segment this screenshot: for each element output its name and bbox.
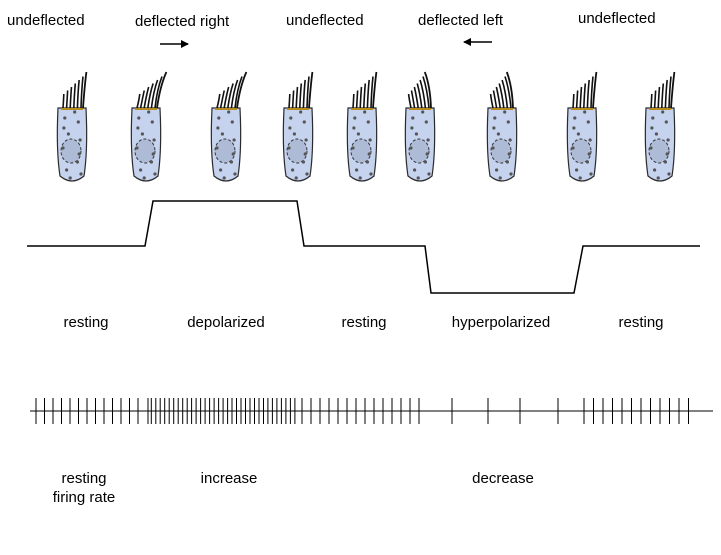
stimulus-label-deflected-left: deflected left <box>418 12 504 29</box>
hair-cell <box>56 71 88 182</box>
stereocilia-bundle <box>216 71 248 109</box>
hair-cell <box>566 71 598 182</box>
stimulus-label-undeflected-1: undeflected <box>7 12 85 29</box>
hair-cell <box>130 71 168 182</box>
state-label-depolarized: depolarized <box>187 314 265 331</box>
firing-label-resting: resting <box>61 470 107 487</box>
stereocilia-bundle <box>288 71 314 109</box>
stereocilia-bundle <box>136 71 168 109</box>
hair-cell <box>404 71 436 182</box>
firing-label-increase: increase <box>200 470 258 487</box>
stereocilia-bundle <box>352 71 378 109</box>
stereocilia-bundle <box>650 71 676 109</box>
hair-cell <box>210 71 248 182</box>
firing-label-firing-rate: firing rate <box>52 489 116 506</box>
membrane-potential-trace <box>27 200 700 294</box>
firing-label-decrease: decrease <box>472 470 534 487</box>
stimulus-label-undeflected-3: undeflected <box>578 10 656 27</box>
stimulus-label-undeflected-2: undeflected <box>286 12 364 29</box>
state-label-hyperpolarized: hyperpolarized <box>451 314 551 331</box>
stereocilia-bundle <box>407 71 432 109</box>
hair-cells-row <box>56 71 676 182</box>
stereocilia-bundle <box>572 71 598 109</box>
state-label-resting-3: resting <box>618 314 664 331</box>
state-label-resting-1: resting <box>63 314 109 331</box>
state-label-resting-2: resting <box>341 314 387 331</box>
hair-cell <box>282 71 314 182</box>
hair-cell <box>644 71 676 182</box>
stereocilia-bundle <box>489 71 514 109</box>
hair-cell <box>346 71 378 182</box>
stimulus-label-deflected-right: deflected right <box>135 13 230 30</box>
stereocilia-bundle <box>62 71 88 109</box>
spike-train <box>35 398 689 424</box>
hair-cell <box>486 71 518 182</box>
